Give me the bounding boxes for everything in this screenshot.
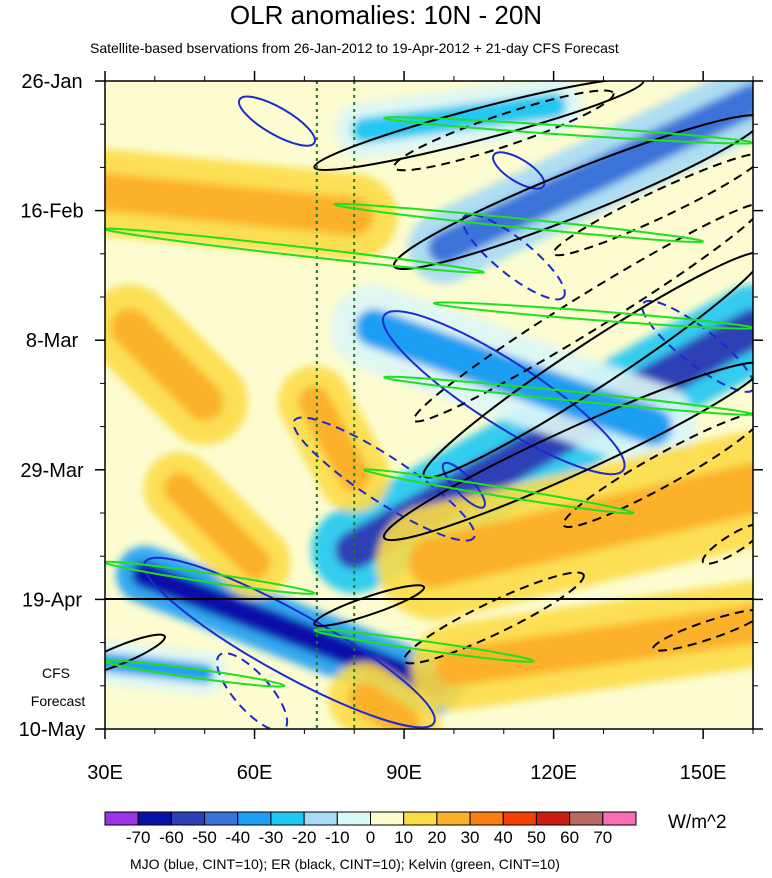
colorbar-label: 0: [366, 828, 375, 847]
axis-ticks: 30E 60E 90E 120E 150E 26-Jan 16-Feb 8-Mar 29-Mar…: [19, 71, 763, 784]
er-contour-9: [562, 411, 753, 529]
colorbar-swatch: [204, 811, 239, 826]
y-tick-label: 10-May: [19, 719, 86, 741]
colorbar-label: -10: [325, 828, 350, 847]
colorbar-swatch: [303, 811, 338, 826]
er-contour-11: [701, 522, 753, 565]
colorbar-label: 10: [394, 828, 413, 847]
contour-legend-note: MJO (blue, CINT=10); ER (black, CINT=10)…: [130, 856, 560, 872]
colorbar-swatch: [104, 811, 139, 826]
y-tick-label: 16-Feb: [20, 201, 83, 223]
x-tick-label: 30E: [87, 762, 123, 784]
plot-frame: [104, 80, 754, 730]
anomaly-band-core-6: [105, 173, 374, 236]
colorbar-label: 20: [427, 828, 446, 847]
colorbar-label: -50: [192, 828, 217, 847]
colorbar-label: -20: [292, 828, 317, 847]
mjo-contour-8: [461, 213, 566, 301]
colorbar-label: -70: [126, 828, 151, 847]
chart-title: OLR anomalies: 10N - 20N: [229, 0, 543, 30]
colorbar-swatch: [237, 811, 272, 826]
x-tick-label: 90E: [386, 762, 422, 784]
x-tick-label: 60E: [237, 762, 273, 784]
wave-contours: [105, 81, 753, 729]
colorbar-swatch: [370, 811, 405, 826]
mjo-contour-5: [292, 416, 476, 542]
colorbar-label: 50: [527, 828, 546, 847]
anomaly-band-core-11: [298, 386, 370, 492]
er-contour-3: [382, 361, 753, 542]
er-contour-6: [392, 89, 615, 172]
er-contour-10: [402, 571, 585, 665]
anomaly-field: [105, 81, 753, 729]
colorbar-swatch: [569, 811, 604, 826]
colorbar-swatch: [602, 811, 637, 826]
colorbar-label: -30: [259, 828, 284, 847]
colorbar-swatch: [436, 811, 471, 826]
x-tick-label: 150E: [680, 762, 727, 784]
colorbar-label: 70: [593, 828, 612, 847]
y-tick-label: 8-Mar: [26, 330, 79, 352]
y-tick-label: 26-Jan: [21, 71, 82, 93]
anomaly-band-core-9: [408, 463, 753, 588]
colorbar-swatch: [270, 811, 305, 826]
colorbar-swatch: [535, 811, 571, 826]
anomaly-band-core-5: [351, 93, 567, 143]
contours-mjo: [143, 95, 753, 729]
colorbar-swatch: [336, 811, 371, 826]
er-contour-8: [552, 152, 753, 257]
anomaly-bands: [105, 81, 753, 729]
colorbar: -70 -60 -50 -40 -30 -20 -10 0 10 20 30 40 50 60 70: [104, 811, 637, 847]
colorbar-label: 40: [494, 828, 513, 847]
mjo-contour-3: [492, 151, 546, 190]
mjo-contour-2: [237, 95, 316, 147]
kelvin-contour-0: [105, 227, 485, 274]
chart-subtitle: Satellite-based bservations from 26-Jan-…: [90, 40, 619, 56]
x-tick-label: 120E: [530, 762, 577, 784]
mjo-contour-1: [381, 310, 626, 476]
colorbar-label: -60: [159, 828, 184, 847]
er-contour-5: [105, 633, 166, 677]
y-tick-label: 29-Mar: [20, 460, 84, 482]
colorbar-swatch: [137, 811, 172, 826]
anomaly-band-core-7: [111, 309, 224, 421]
colorbar-units: W/m^2: [668, 812, 727, 833]
mjo-contour-4: [441, 461, 486, 509]
kelvin-contour-7: [313, 628, 535, 663]
er-contour-7: [412, 202, 753, 423]
colorbar-swatch: [469, 811, 504, 826]
forecast-label-2: Forecast: [31, 693, 86, 709]
colorbar-swatch: [403, 811, 438, 826]
mjo-contour-0: [143, 556, 436, 729]
colorbar-label: 30: [461, 828, 480, 847]
kelvin-contour-5: [363, 468, 635, 515]
colorbar-label: -40: [225, 828, 250, 847]
colorbar-swatch: [502, 811, 537, 826]
er-contour-4: [313, 584, 426, 627]
colorbar-swatch: [170, 811, 206, 826]
kelvin-contour-1: [333, 202, 705, 243]
colorbar-label: 60: [560, 828, 579, 847]
y-tick-label: 19-Apr: [22, 589, 82, 611]
anomaly-band-core-8: [164, 472, 271, 579]
forecast-label-1: CFS: [42, 665, 70, 681]
anomaly-band-core-12: [348, 682, 420, 729]
